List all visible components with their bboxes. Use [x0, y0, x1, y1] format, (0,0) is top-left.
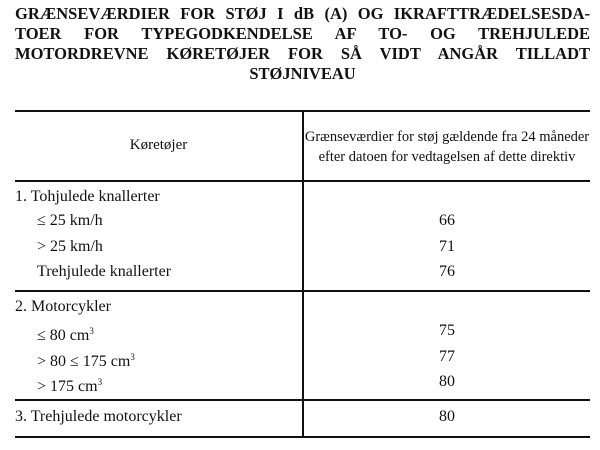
- row-value-text: 66: [439, 212, 455, 229]
- row-value: 66: [304, 209, 590, 233]
- row-label-text: > 25 km/h: [37, 238, 103, 255]
- row-label-text: ≤ 80 cm: [37, 327, 90, 344]
- superscript: 3: [97, 377, 103, 387]
- header-limits: Grænseværdier for støj gældende fra 24 m…: [304, 128, 590, 165]
- title-line: STØJNIVEAU: [249, 64, 356, 83]
- title-line: GRÆNSEVÆRDIER FOR STØJ I dB (A) OG IKRAF…: [15, 4, 590, 23]
- document-title: GRÆNSEVÆRDIER FOR STØJ I dB (A) OG IKRAF…: [15, 4, 590, 84]
- group-value-text: 80: [439, 408, 455, 425]
- row-value: 80: [304, 370, 590, 394]
- title-line: MOTORDREVNE KØRETØJER FOR SÅ VIDT ANGÅR …: [15, 44, 590, 63]
- row-label: > 175 cm3: [37, 370, 103, 395]
- row-label: ≤ 80 cm3: [37, 319, 94, 344]
- row-value: 71: [304, 235, 590, 259]
- row-label: Trehjulede knallerter: [37, 260, 171, 284]
- row-label: > 80 ≤ 175 cm3: [37, 345, 135, 370]
- group-label-text: 3. Trehjulede motorcykler: [15, 408, 182, 425]
- row-value-text: 77: [439, 348, 455, 365]
- column-divider: [302, 110, 304, 437]
- row-label-text: ≤ 25 km/h: [37, 212, 103, 229]
- row-label-text: Trehjulede knallerter: [37, 263, 172, 280]
- row-value-text: 75: [439, 322, 455, 339]
- superscript: 3: [130, 352, 135, 362]
- row-value: 75: [304, 319, 590, 343]
- superscript: 3: [89, 326, 94, 336]
- row-label: ≤ 25 km/h: [37, 209, 103, 233]
- group-label: 1. Tohjulede knallerter: [15, 185, 160, 209]
- row-value: 77: [304, 345, 590, 369]
- row-label-text: > 80 ≤ 175 cm: [37, 353, 131, 370]
- row-label: > 25 km/h: [37, 235, 103, 259]
- row-value-text: 76: [439, 263, 455, 280]
- title-line: TOER FOR TYPEGODKENDELSE AF TO- OG TREHJ…: [15, 24, 590, 43]
- group-label-text: 1. Tohjulede knallerter: [15, 188, 160, 205]
- row-value-text: 80: [439, 373, 455, 390]
- row-value: 76: [304, 260, 590, 284]
- group-label: 2. Motorcykler: [15, 295, 111, 319]
- group-label: 3. Trehjulede motorcykler: [15, 405, 182, 429]
- row-value-text: 71: [439, 238, 455, 255]
- header-vehicles: Køretøjer: [129, 137, 188, 153]
- row-label-text: > 175 cm: [37, 378, 98, 395]
- group-label-text: 2. Motorcykler: [15, 298, 111, 315]
- group-value: 80: [304, 405, 590, 429]
